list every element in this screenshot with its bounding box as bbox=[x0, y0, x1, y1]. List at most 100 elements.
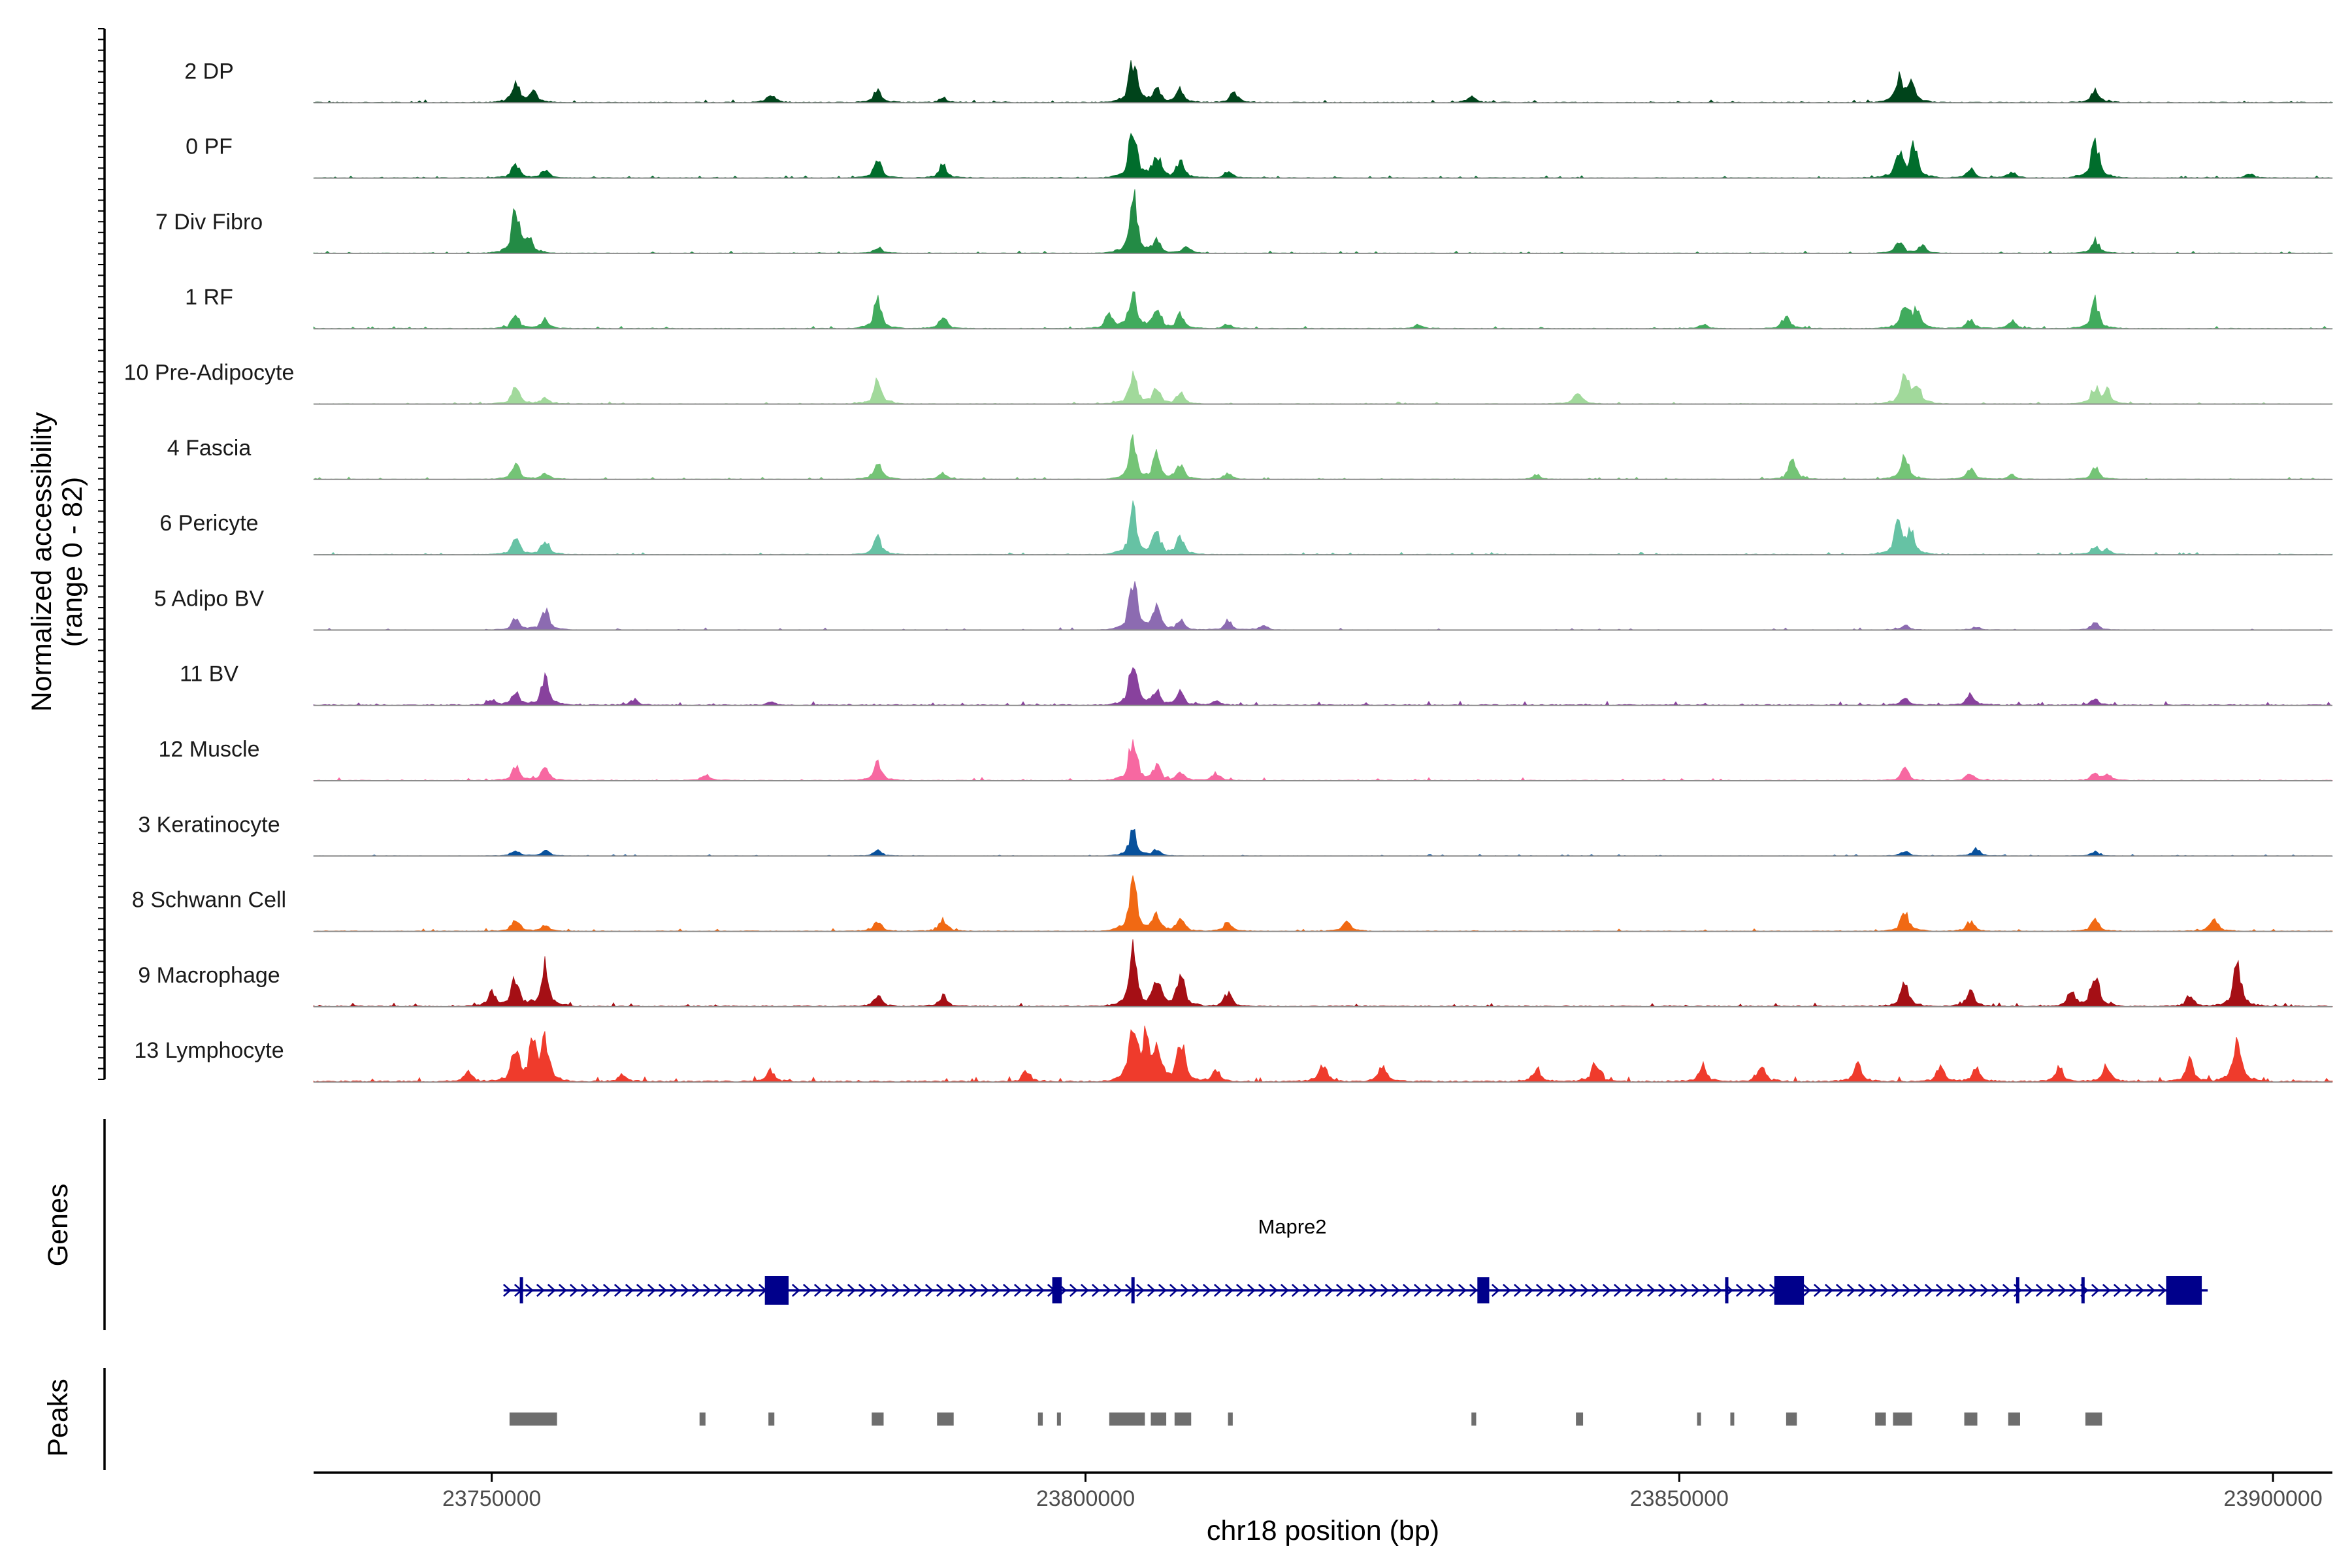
strand-arrow-icon bbox=[747, 1284, 756, 1297]
track-label-5-adipo-bv: 5 Adipo BV bbox=[154, 586, 265, 611]
coverage-area-3-keratinocyte bbox=[313, 828, 2333, 857]
strand-arrow-icon bbox=[680, 1284, 689, 1297]
peak-region bbox=[1174, 1413, 1192, 1426]
strand-arrow-icon bbox=[1624, 1284, 1633, 1297]
strand-arrow-icon bbox=[1036, 1284, 1045, 1297]
strand-arrow-icon bbox=[525, 1284, 534, 1297]
strand-arrow-icon bbox=[991, 1284, 1000, 1297]
strand-arrow-icon bbox=[1402, 1284, 1411, 1297]
strand-arrow-icon bbox=[1258, 1284, 1267, 1297]
strand-arrow-icon bbox=[1380, 1284, 1389, 1297]
gene-model bbox=[502, 1276, 2208, 1305]
strand-arrow-icon bbox=[1613, 1284, 1622, 1297]
gene-exon bbox=[2166, 1276, 2202, 1305]
strand-arrow-icon bbox=[736, 1284, 745, 1297]
strand-arrow-icon bbox=[825, 1284, 834, 1297]
strand-arrow-icon bbox=[902, 1284, 911, 1297]
strand-arrow-icon bbox=[547, 1284, 556, 1297]
strand-arrow-icon bbox=[1569, 1284, 1578, 1297]
peak-region bbox=[872, 1413, 884, 1426]
strand-arrow-icon bbox=[1546, 1284, 1556, 1297]
strand-arrow-icon bbox=[1080, 1284, 1089, 1297]
strand-arrow-icon bbox=[1391, 1284, 1400, 1297]
y-axis-title-line2: (range 0 - 82) bbox=[57, 477, 88, 647]
coverage-area-9-macrophage bbox=[313, 939, 2333, 1007]
track-label-2-dp: 2 DP bbox=[184, 59, 234, 84]
peak-region bbox=[1228, 1413, 1233, 1426]
x-tick-label: 23900000 bbox=[2223, 1486, 2322, 1511]
strand-arrow-icon bbox=[2024, 1284, 2033, 1297]
strand-arrow-icon bbox=[1235, 1284, 1245, 1297]
strand-arrow-icon bbox=[1580, 1284, 1589, 1297]
strand-arrow-icon bbox=[602, 1284, 612, 1297]
strand-arrow-icon bbox=[1746, 1284, 1756, 1297]
strand-arrow-icon bbox=[1302, 1284, 1311, 1297]
track-3-keratinocyte: 3 Keratinocyte bbox=[138, 812, 2333, 857]
strand-arrow-icon bbox=[1946, 1284, 1955, 1297]
genes-panel-title: Genes bbox=[42, 1184, 74, 1267]
strand-arrow-icon bbox=[1802, 1284, 1811, 1297]
strand-arrow-icon bbox=[1968, 1284, 1978, 1297]
track-label-0-pf: 0 PF bbox=[186, 135, 233, 159]
peak-region bbox=[1730, 1413, 1735, 1426]
coverage-area-13-lymphocyte bbox=[313, 1025, 2333, 1083]
strand-arrow-icon bbox=[791, 1284, 800, 1297]
strand-arrow-icon bbox=[1713, 1284, 1722, 1297]
strand-arrow-icon bbox=[913, 1284, 923, 1297]
strand-arrow-icon bbox=[891, 1284, 900, 1297]
strand-arrow-icon bbox=[2002, 1284, 2011, 1297]
strand-arrow-icon bbox=[2091, 1284, 2100, 1297]
x-tick-label: 23850000 bbox=[1630, 1486, 1729, 1511]
strand-arrow-icon bbox=[836, 1284, 845, 1297]
strand-arrow-icon bbox=[2068, 1284, 2078, 1297]
track-label-1-rf: 1 RF bbox=[185, 285, 233, 310]
peak-region bbox=[509, 1413, 557, 1426]
track-1-rf: 1 RF bbox=[185, 285, 2333, 330]
strand-arrow-icon bbox=[2135, 1284, 2144, 1297]
x-tick-label: 23800000 bbox=[1036, 1486, 1135, 1511]
gene-name-label: Mapre2 bbox=[1258, 1215, 1326, 1238]
strand-arrow-icon bbox=[1702, 1284, 1711, 1297]
strand-arrow-icon bbox=[1502, 1284, 1511, 1297]
track-label-13-lymphocyte: 13 Lymphocyte bbox=[134, 1038, 284, 1063]
strand-arrow-icon bbox=[1358, 1284, 1367, 1297]
strand-arrow-icon bbox=[1658, 1284, 1667, 1297]
peak-region bbox=[1576, 1413, 1584, 1426]
strand-arrow-icon bbox=[502, 1284, 512, 1297]
strand-arrow-icon bbox=[2057, 1284, 2066, 1297]
strand-arrow-icon bbox=[2124, 1284, 2133, 1297]
strand-arrow-icon bbox=[1835, 1284, 1844, 1297]
coverage-area-2-dp bbox=[313, 60, 2333, 103]
track-label-10-pre-adipocyte: 10 Pre-Adipocyte bbox=[124, 361, 295, 385]
track-9-macrophage: 9 Macrophage bbox=[138, 939, 2333, 1007]
strand-arrow-icon bbox=[924, 1284, 934, 1297]
gene-exon bbox=[1052, 1277, 1062, 1303]
coverage-area-0-pf bbox=[313, 133, 2333, 179]
strand-arrow-icon bbox=[1924, 1284, 1933, 1297]
strand-arrow-icon bbox=[2035, 1284, 2044, 1297]
gene-exon bbox=[764, 1276, 789, 1305]
gene-exon bbox=[519, 1277, 523, 1303]
strand-arrow-icon bbox=[880, 1284, 889, 1297]
strand-arrow-icon bbox=[1269, 1284, 1278, 1297]
y-axis-ticks bbox=[98, 28, 105, 1080]
strand-arrow-icon bbox=[1824, 1284, 1833, 1297]
track-0-pf: 0 PF bbox=[186, 133, 2333, 179]
strand-arrow-icon bbox=[1280, 1284, 1289, 1297]
strand-arrow-icon bbox=[1224, 1284, 1233, 1297]
strand-arrow-icon bbox=[702, 1284, 711, 1297]
strand-arrow-icon bbox=[1735, 1284, 1744, 1297]
strand-arrow-icon bbox=[1024, 1284, 1034, 1297]
coverage-area-10-pre-adipocyte bbox=[313, 370, 2333, 404]
coverage-area-5-adipo-bv bbox=[313, 581, 2333, 630]
gene-exon bbox=[1477, 1277, 1490, 1303]
coverage-area-12-muscle bbox=[313, 739, 2333, 781]
strand-arrow-icon bbox=[1957, 1284, 1967, 1297]
strand-arrow-icon bbox=[858, 1284, 867, 1297]
strand-arrow-icon bbox=[1635, 1284, 1644, 1297]
track-label-6-pericyte: 6 Pericyte bbox=[159, 511, 258, 536]
strand-arrow-icon bbox=[1213, 1284, 1222, 1297]
strand-arrow-icon bbox=[1935, 1284, 1944, 1297]
strand-arrow-icon bbox=[1669, 1284, 1678, 1297]
